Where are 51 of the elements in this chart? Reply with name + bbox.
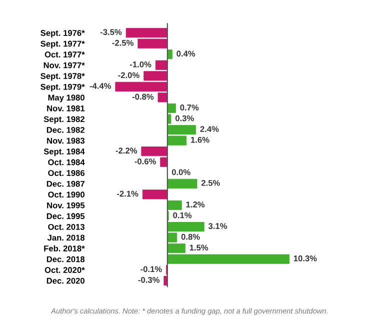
data-label: -2.1% [116,190,138,197]
y-tick-label: Oct. 2020* [44,267,85,273]
y-tick-label: Nov. 1977* [44,62,85,68]
data-label: -2.5% [112,40,134,46]
y-tick-label: Sept. 1978* [40,73,85,81]
data-label: 10.3% [294,255,317,262]
data-label: 1.5% [190,244,208,251]
data-label: -0.8% [132,94,154,100]
bar [167,178,198,188]
y-tick-label: Sept. 1976* [40,30,85,38]
data-label: 0.0% [172,169,190,176]
y-tick-label: Feb. 2018* [44,245,85,252]
data-label: 1.6% [191,136,210,143]
data-label: 2.5% [201,180,220,186]
y-tick-label: Oct. 1990 [48,192,84,198]
y-tick-label: Nov. 1995 [47,202,85,208]
data-label: -4.4% [90,83,112,89]
y-tick-label: Oct. 1984 [48,159,85,166]
y-tick-label: Jan. 2018 [47,234,85,241]
data-label: 2.4% [200,126,219,132]
data-label: -3.5% [100,29,122,36]
data-label: -2.2% [116,148,138,154]
y-tick-label: May 1980 [48,94,84,102]
data-label: 0.4% [176,50,196,57]
y-tick-label: Nov. 1981 [47,105,85,112]
data-label: 1.2% [186,202,205,208]
y-tick-label: Dec. 1995 [46,213,85,220]
data-label: 0.3% [175,115,194,122]
data-label: 0.1% [173,212,192,218]
data-label: 3.1% [208,223,228,230]
data-label: -2.0% [118,72,140,78]
y-tick-label: Dec. 2018 [46,256,85,262]
y-tick-label: Oct. 2013 [48,224,85,230]
y-tick-label: Sept. 1979* [40,84,85,92]
y-tick-label: Dec. 1987 [46,180,84,187]
data-label: 0.7% [180,104,199,110]
data-label: -1.0% [130,61,152,68]
y-tick-label: Sept. 1982 [44,116,84,124]
y-tick-label: Nov. 1983 [47,138,85,144]
y-tick-label: Dec. 2020 [46,278,84,284]
data-label: -0.1% [140,266,162,272]
data-label: -0.6% [134,158,156,164]
y-tick-label: Sept. 1984 [44,148,85,156]
y-tick-label: Dec. 1982 [46,126,84,133]
y-tick-label: Sept. 1977* [40,40,85,48]
y-tick-label: Oct. 1977* [44,52,85,58]
y-tick-label: Oct. 1986 [48,170,85,176]
data-label: 0.8% [181,234,200,240]
bar [167,50,172,60]
data-label: -0.3% [138,276,160,283]
bar [142,190,168,200]
